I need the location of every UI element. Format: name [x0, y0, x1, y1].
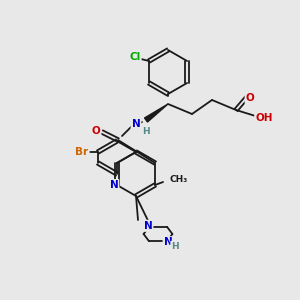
Polygon shape	[145, 104, 168, 122]
Text: Cl: Cl	[129, 52, 141, 62]
Text: N: N	[144, 221, 152, 231]
Text: H: H	[171, 242, 179, 251]
Text: N: N	[164, 237, 172, 247]
Text: H: H	[142, 127, 150, 136]
Text: OH: OH	[255, 113, 273, 123]
Text: O: O	[246, 93, 254, 103]
Text: CH₃: CH₃	[169, 175, 187, 184]
Text: O: O	[92, 126, 100, 136]
Text: Br: Br	[75, 147, 88, 157]
Text: N: N	[110, 180, 118, 190]
Text: N: N	[132, 119, 140, 129]
